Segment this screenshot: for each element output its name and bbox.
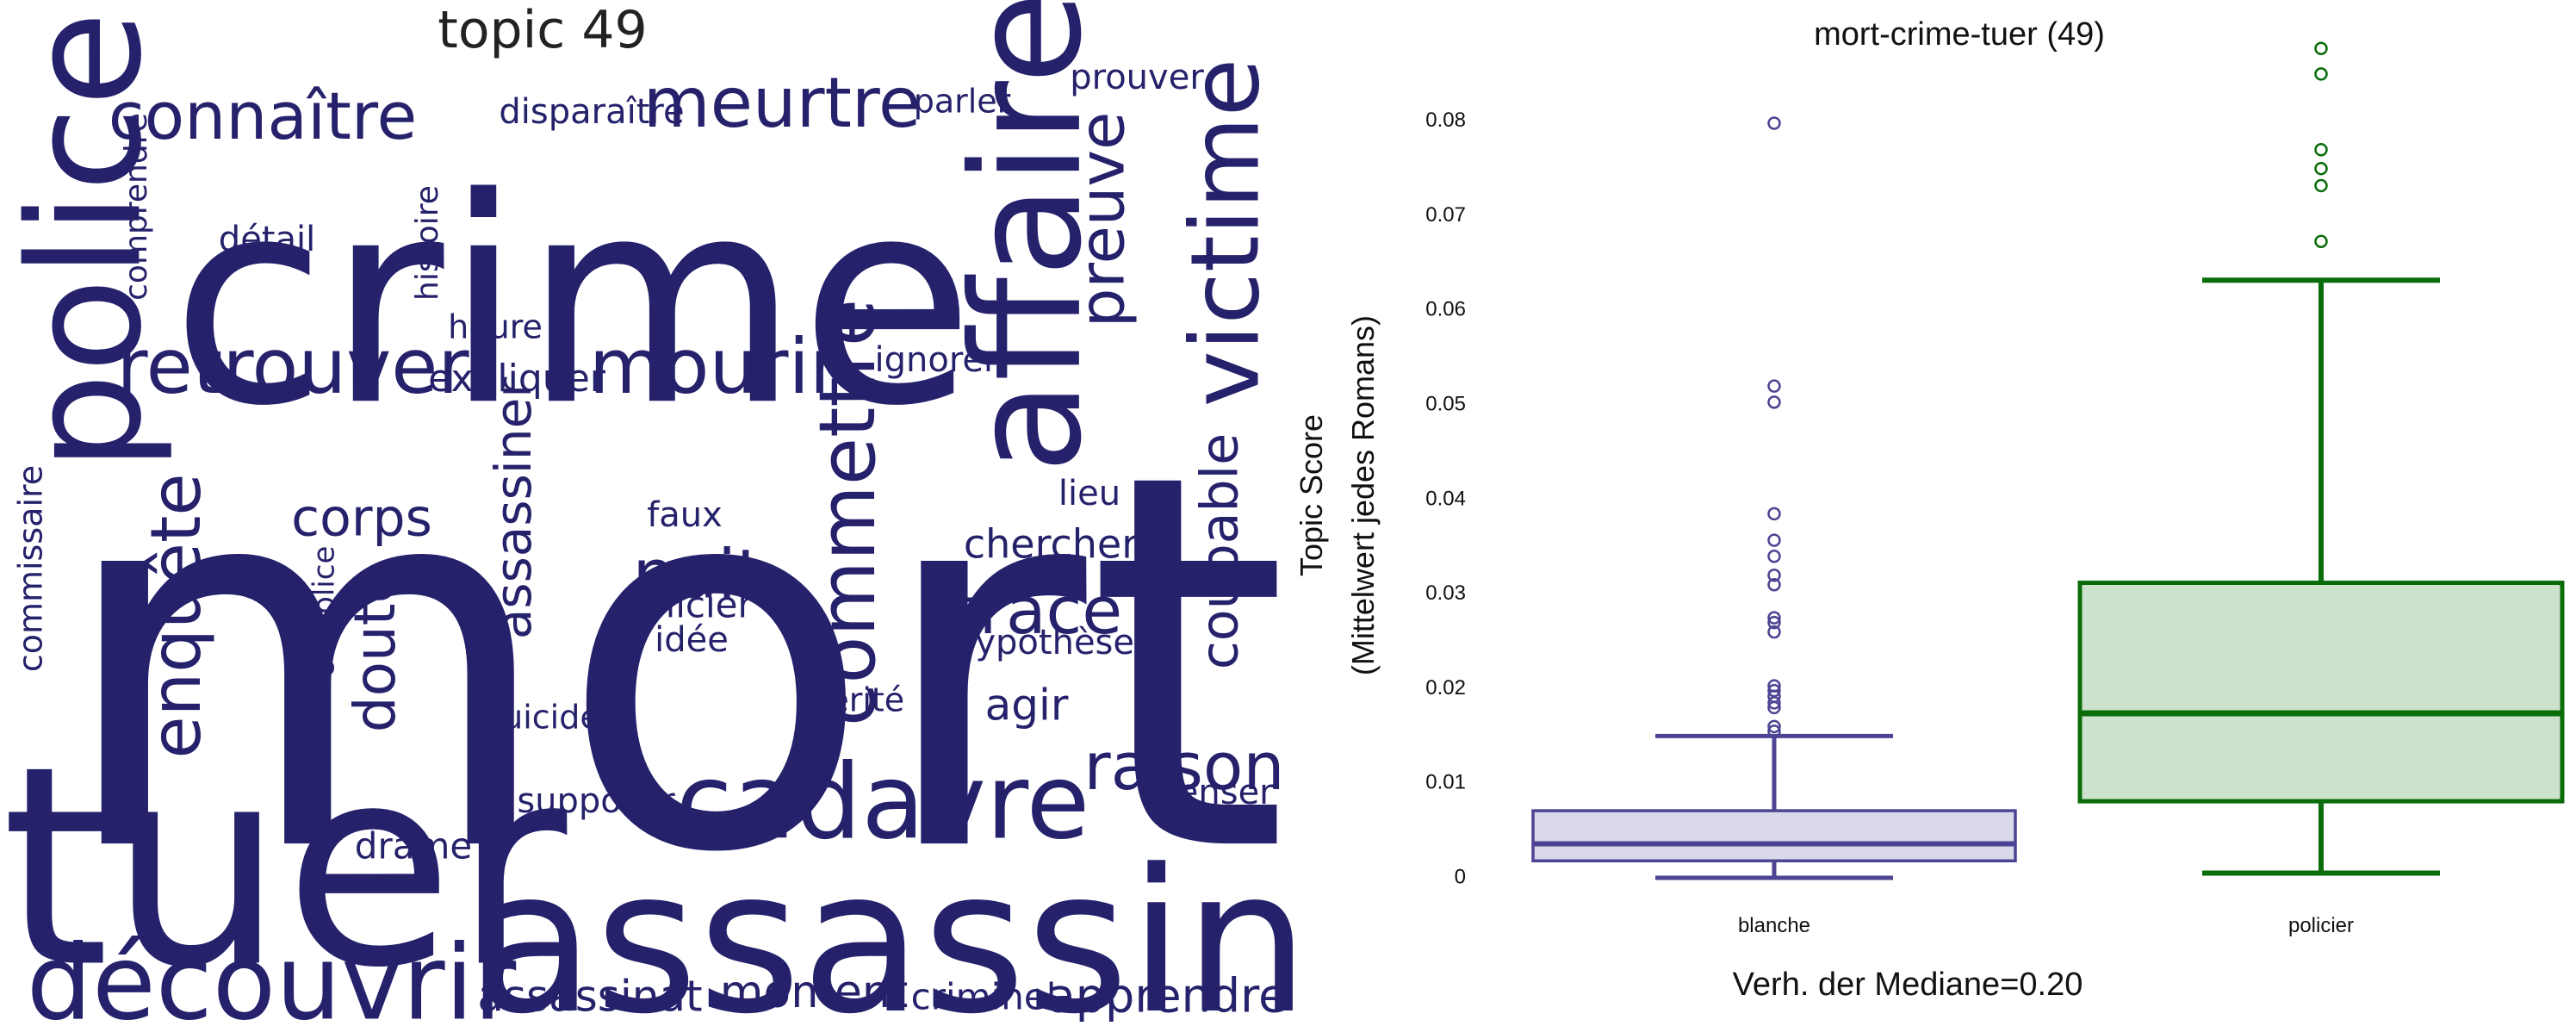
wordcloud-word: police (0, 11, 176, 471)
y-tick-label: 0.03 (1425, 581, 1466, 605)
wordcloud-word: penser (1155, 773, 1274, 812)
wordcloud-word: enquête (136, 473, 216, 758)
wordcloud-word: supposer (517, 781, 675, 821)
wordcloud-word: mort (54, 364, 1289, 966)
box-iqr (1531, 809, 2017, 863)
y-tick-label: 0.04 (1425, 487, 1466, 510)
wordcloud-word: retrouver (116, 322, 469, 411)
outlier-point (1767, 379, 1781, 393)
wordcloud-word: affaire (940, 0, 1115, 474)
wordcloud-word: assassinat (477, 972, 702, 1022)
wordcloud-word: ignorer (875, 340, 999, 380)
wordcloud-word: criminel (911, 976, 1057, 1018)
wordcloud-word: nuit (632, 536, 762, 613)
outlier-point (1767, 550, 1781, 563)
outlier-point (1767, 507, 1781, 521)
box-iqr (2077, 581, 2565, 804)
wordcloud-word: policier (620, 584, 753, 626)
chart-title: mort-crime-tuer (49) (1814, 16, 2105, 53)
outlier-point (2314, 142, 2328, 157)
wordcloud-word: chercher (964, 521, 1138, 568)
box-blanche (1531, 116, 2017, 880)
wordcloud-word: drame (355, 825, 472, 867)
x-axis-label: Verh. der Mediane=0.20 (1733, 967, 2083, 1003)
wordcloud-word: victime (1170, 59, 1280, 407)
boxes (1531, 41, 2565, 880)
wordcloud-word: commissaire (12, 465, 50, 672)
wordcloud-word: faux (647, 495, 723, 535)
wordcloud-word: crime (171, 137, 974, 468)
wordcloud-word: mourir (589, 322, 841, 411)
wordcloud-word: détail (219, 220, 315, 259)
wordcloud-word: apprendre (1047, 969, 1288, 1023)
wordcloud-word: moment (720, 967, 908, 1018)
wordcloud-word: tuer (2, 708, 570, 1026)
wordcloud-title: topic 49 (438, 0, 647, 60)
outlier-point (1767, 683, 1781, 698)
wordcloud-word: heure (448, 308, 543, 346)
wordcloud-word: prouver (1070, 58, 1204, 97)
y-tick-label: 0.07 (1425, 203, 1466, 227)
wordcloud-word: idée (655, 620, 729, 660)
outlier-point (1767, 696, 1781, 710)
outlier-point (1767, 724, 1781, 738)
outlier-point (1767, 395, 1781, 409)
wordcloud-word: trace (953, 572, 1122, 649)
y-axis: 0 0.01 0.02 0.03 0.04 0.05 0.06 0.07 0.08 (1425, 109, 1466, 888)
wordcloud-word: vérité (810, 681, 904, 719)
wordcloud-word: complice (307, 546, 342, 678)
boxplot-chart: mort-crime-tuer (49) 0 0.01 0.02 0.03 0.04 0.… (1294, 16, 2565, 1003)
wordcloud-word: commettre (803, 299, 893, 726)
wordcloud-word: disparaître (499, 92, 684, 132)
outlier-point (1767, 625, 1781, 639)
y-axis-label-line2: (Mittelwert jedes Romans) (1345, 315, 1381, 675)
wordcloud-word: lieu (1058, 474, 1120, 513)
outlier-point (1767, 615, 1781, 630)
wordcloud-word: raison (1083, 728, 1284, 805)
box-policier (2077, 41, 2565, 876)
outlier-point (1767, 679, 1781, 693)
wordcloud-word: preuve (1066, 112, 1139, 328)
wordcloud-word: coupable (1190, 433, 1251, 669)
outlier-point (2314, 161, 2328, 176)
outlier-point (1767, 568, 1781, 582)
wordcloud-word: expliquer (428, 357, 606, 401)
outlier-point (2314, 178, 2328, 193)
y-tick-label: 0.02 (1425, 676, 1466, 700)
outlier-point (1767, 533, 1781, 547)
wordcloud-word: meurtre (643, 63, 921, 143)
wordcloud-word: découvrir (27, 924, 517, 1026)
y-tick-label: 0.05 (1425, 392, 1466, 415)
y-tick-label: 0.01 (1425, 771, 1466, 794)
y-tick-label: 0 (1455, 865, 1466, 888)
wordcloud-word: cadavre (676, 743, 1090, 863)
wordcloud-word: assassin (474, 828, 1310, 1026)
wordcloud-word: histoire (410, 185, 445, 301)
y-axis-label-line1: Topic Score (1294, 414, 1329, 576)
wordcloud-word: suicide (485, 699, 599, 737)
outlier-point (2314, 67, 2328, 81)
outlier-point (1767, 611, 1781, 625)
outlier-point (1767, 116, 1781, 130)
wordcloud-word: connaître (109, 78, 417, 154)
x-axis: blanche policier (1738, 914, 2354, 937)
outlier-point (2314, 234, 2328, 248)
y-tick-label: 0.06 (1425, 298, 1466, 321)
wordcloud-word: assassiner (484, 377, 543, 640)
wordcloud-word: agir (985, 681, 1069, 731)
wordcloud-word: corps (291, 488, 432, 549)
wordcloud-word: hypothèse (953, 623, 1134, 662)
outlier-point (1767, 719, 1781, 734)
x-tick-label: policier (2288, 914, 2354, 937)
y-tick-label: 0.08 (1425, 109, 1466, 132)
wordcloud-word: doute (342, 569, 408, 733)
x-tick-label: blanche (1738, 914, 1810, 937)
outlier-point (1767, 577, 1781, 592)
wordcloud-word: comprendre (119, 113, 154, 301)
wordcloud-word: parler (914, 83, 1011, 121)
outlier-point (2314, 41, 2328, 56)
